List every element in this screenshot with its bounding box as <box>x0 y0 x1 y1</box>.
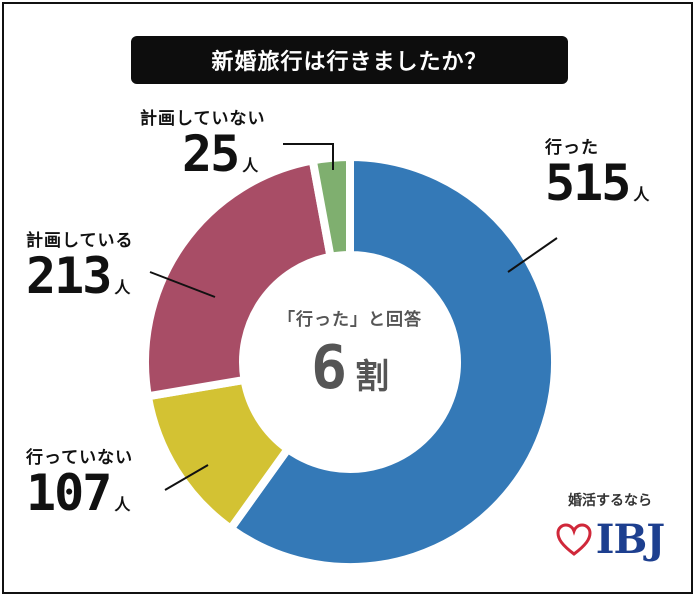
chart-title: 新婚旅行は行きましたか？ <box>131 36 568 84</box>
label-planning-value: 213 <box>26 247 112 305</box>
label-went: 行った 515 人 <box>545 133 649 208</box>
leader-went <box>507 237 558 273</box>
brand-logo-text: IBJ <box>595 516 665 563</box>
center-subtitle: 「行った」と回答 <box>278 310 422 330</box>
slice-went <box>225 152 559 571</box>
label-planning-unit: 人 <box>114 278 131 297</box>
label-not-went-name: 行っていない <box>26 448 134 468</box>
brand-tagline: 婚活するなら <box>568 493 652 509</box>
label-planning: 計画している 213 人 <box>26 226 134 301</box>
label-not-planning: 計画していない 25 人 <box>140 104 266 179</box>
label-not-went-unit: 人 <box>114 495 131 514</box>
label-not-went: 行っていない 107 人 <box>26 443 133 518</box>
label-went-value: 515 <box>545 154 631 212</box>
label-not-planning-value: 25 <box>182 125 240 183</box>
label-not-planning-name: 計画していない <box>140 109 266 129</box>
brand-block: 婚活するなら IBJ <box>540 490 680 563</box>
leader-not-planning <box>283 143 334 170</box>
label-went-unit: 人 <box>633 185 650 204</box>
leader-planning <box>149 271 216 298</box>
leader-not-went <box>164 464 209 491</box>
brand-logo: IBJ <box>556 516 665 563</box>
label-went-name: 行った <box>545 138 599 158</box>
slice-planning <box>141 155 336 401</box>
label-not-went-value: 107 <box>26 464 112 522</box>
center-unit: 割 <box>355 357 390 397</box>
slice-not-planning <box>308 152 354 262</box>
label-planning-name: 計画している <box>26 231 134 251</box>
heart-icon <box>556 522 592 556</box>
label-not-planning-unit: 人 <box>242 156 259 175</box>
center-value: 6 <box>310 333 348 403</box>
